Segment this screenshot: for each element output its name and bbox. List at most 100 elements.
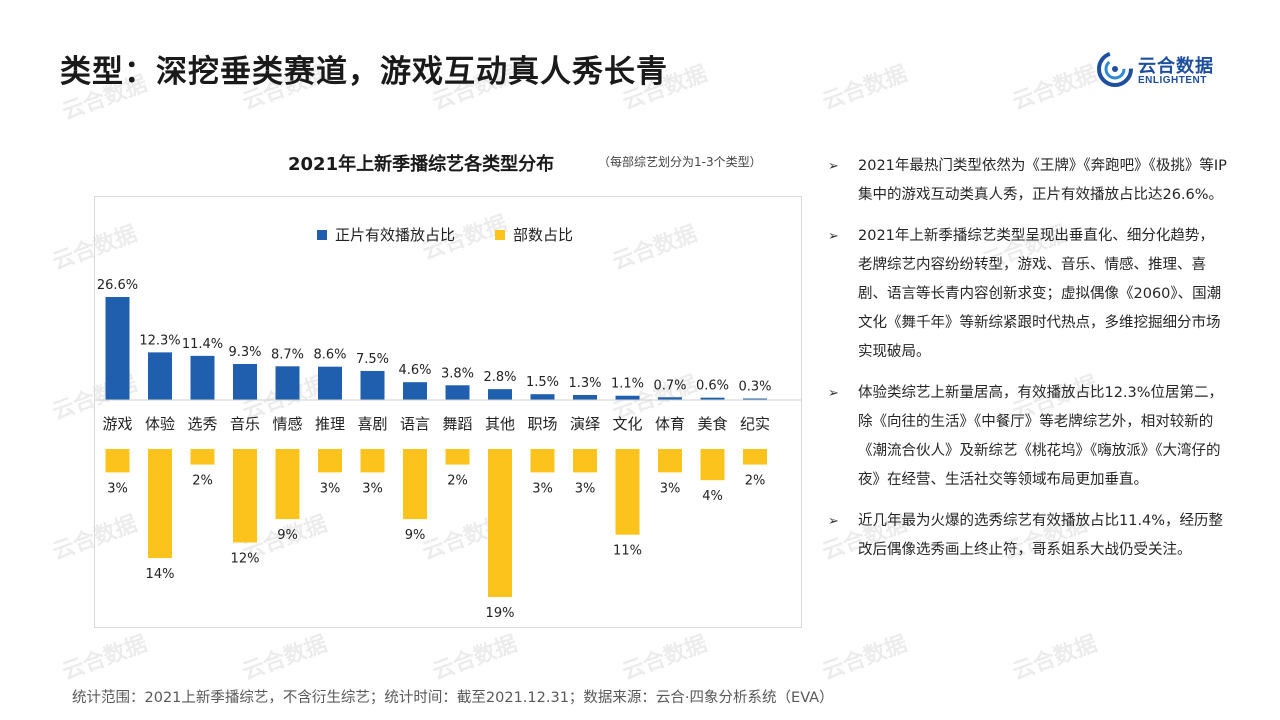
data-label-secondary: 4% <box>702 489 723 504</box>
data-label-secondary: 14% <box>146 567 175 582</box>
bar-chart: 正片有效播放占比 部数占比 26.6% 游戏 3% 12.3% 体验 14% 11.4% 选秀 2%… <box>95 226 801 621</box>
watermark-text: 云合数据 <box>59 631 151 686</box>
data-label-secondary: 2% <box>745 474 766 489</box>
bar-secondary <box>233 449 257 543</box>
category-label: 喜剧 <box>357 415 387 433</box>
category-label: 体验 <box>145 415 175 433</box>
data-label-primary: 8.7% <box>271 347 304 362</box>
category-label: 演绎 <box>570 415 600 433</box>
data-label-secondary: 9% <box>405 528 426 543</box>
bar-primary <box>148 352 172 400</box>
data-label-primary: 4.6% <box>398 363 431 378</box>
watermark-text: 云合数据 <box>819 61 911 116</box>
data-label-primary: 11.4% <box>182 337 223 352</box>
category-label: 音乐 <box>230 415 260 433</box>
logo-text-cn: 云合数据 <box>1138 56 1214 77</box>
data-label-secondary: 2% <box>447 474 468 489</box>
data-label-primary: 12.3% <box>139 333 180 348</box>
bar-secondary <box>275 449 300 520</box>
data-label-primary: 0.3% <box>738 380 771 395</box>
arrow-bullet-icon: ➢ <box>828 514 839 529</box>
insight-text: 2021年上新季播综艺类型呈现出垂直化、细分化趋势，老牌综艺内容纷纷转型，游戏、… <box>858 228 1222 360</box>
bar-secondary <box>403 449 427 520</box>
bar-secondary <box>445 449 470 465</box>
chart-title: 2021年上新季播综艺各类型分布 <box>288 154 555 175</box>
category-label: 体育 <box>655 415 685 433</box>
data-label-primary: 8.6% <box>313 348 346 363</box>
data-label-secondary: 3% <box>532 481 553 496</box>
bar-secondary <box>658 449 682 473</box>
bar-secondary <box>148 449 172 559</box>
page-title: 类型：深挖垂类赛道，游戏互动真人秀长青 <box>60 54 668 90</box>
insight-list: ➢ 2021年最热门类型依然为《王牌》《奔跑吧》《极挑》等IP集中的游戏互动类真人… <box>828 152 1228 577</box>
bar-secondary <box>573 449 597 473</box>
chart-note: （每部综艺划分为1-3个类型） <box>598 155 762 169</box>
watermark-text: 云合数据 <box>239 631 331 686</box>
data-label-secondary: 3% <box>660 481 681 496</box>
insight-text: 体验类综艺上新量居高，有效播放占比12.3%位居第二，除《向往的生活》《中餐厅》… <box>858 385 1224 488</box>
bar-secondary <box>105 449 130 473</box>
bar-secondary <box>530 449 555 473</box>
source-footnote: 统计范围：2021上新季播综艺，不含衍生综艺；统计时间：截至2021.12.31… <box>72 690 834 706</box>
legend-swatch-secondary <box>495 230 505 240</box>
arrow-bullet-icon: ➢ <box>828 159 839 174</box>
data-label-secondary: 12% <box>231 551 260 566</box>
category-label: 文化 <box>612 415 642 433</box>
arrow-bullet-icon: ➢ <box>828 386 839 401</box>
category-label: 游戏 <box>102 415 132 433</box>
category-label: 美食 <box>697 415 727 433</box>
category-label: 语言 <box>400 415 430 433</box>
data-label-secondary: 9% <box>277 528 298 543</box>
brand-logo: 云合数据 ENLIGHTENT <box>1096 50 1226 94</box>
legend-swatch-primary <box>317 230 327 240</box>
data-label-secondary: 3% <box>320 481 341 496</box>
bar-secondary <box>743 449 767 465</box>
watermark-text: 云合数据 <box>619 631 711 686</box>
bar-secondary <box>190 449 215 465</box>
bar-primary <box>190 355 215 400</box>
bar-primary <box>403 382 427 400</box>
bar-secondary <box>360 449 385 473</box>
category-label: 职场 <box>527 415 557 433</box>
bar-primary <box>573 394 597 400</box>
data-label-secondary: 2% <box>192 474 213 489</box>
data-label-primary: 1.3% <box>568 376 601 391</box>
bar-primary <box>658 397 682 400</box>
data-label-secondary: 11% <box>613 544 642 559</box>
legend-label-primary: 正片有效播放占比 <box>335 226 455 244</box>
data-label-primary: 1.1% <box>611 377 644 392</box>
bar-primary <box>700 397 725 400</box>
bar-primary <box>360 370 385 400</box>
insight-item: ➢ 2021年最热门类型依然为《王牌》《奔跑吧》《极挑》等IP集中的游戏互动类真人… <box>828 152 1228 210</box>
data-label-primary: 9.3% <box>228 345 261 360</box>
logo-icon <box>1097 51 1133 87</box>
insight-text: 近几年最为火爆的选秀综艺有效播放占比11.4%，经历整改后偶像选秀画上终止符，哥… <box>858 513 1224 558</box>
bar-primary <box>488 389 512 400</box>
category-label: 纪实 <box>740 415 770 433</box>
bar-secondary <box>615 449 640 535</box>
watermark-text: 云合数据 <box>1009 631 1101 686</box>
data-label-primary: 7.5% <box>356 352 389 367</box>
bar-secondary <box>700 449 725 481</box>
watermark-text: 云合数据 <box>429 631 521 686</box>
data-label-secondary: 3% <box>575 481 596 496</box>
bar-secondary <box>488 449 512 597</box>
bar-primary <box>233 363 257 400</box>
bar-secondary <box>318 449 342 473</box>
data-label-primary: 1.5% <box>526 375 559 390</box>
category-label: 选秀 <box>187 415 217 433</box>
category-label: 情感 <box>272 415 302 433</box>
legend-label-secondary: 部数占比 <box>513 226 573 244</box>
bar-primary <box>743 398 767 400</box>
chart-frame: 正片有效播放占比 部数占比 26.6% 游戏 3% 12.3% 体验 14% 11.4% 选秀 2%… <box>94 196 802 628</box>
logo-text-en: ENLIGHTENT <box>1138 75 1207 86</box>
bar-primary <box>530 394 555 400</box>
category-label: 推理 <box>315 415 345 433</box>
insight-item: ➢ 体验类综艺上新量居高，有效播放占比12.3%位居第二，除《向往的生活》《中餐厅… <box>828 379 1228 495</box>
bar-primary <box>275 366 300 400</box>
data-label-primary: 3.8% <box>441 366 474 381</box>
watermark-text: 云合数据 <box>819 631 911 686</box>
insight-item: ➢ 近几年最为火爆的选秀综艺有效播放占比11.4%，经历整改后偶像选秀画上终止符，… <box>828 507 1228 565</box>
bar-primary <box>318 366 342 400</box>
data-label-secondary: 3% <box>107 481 128 496</box>
